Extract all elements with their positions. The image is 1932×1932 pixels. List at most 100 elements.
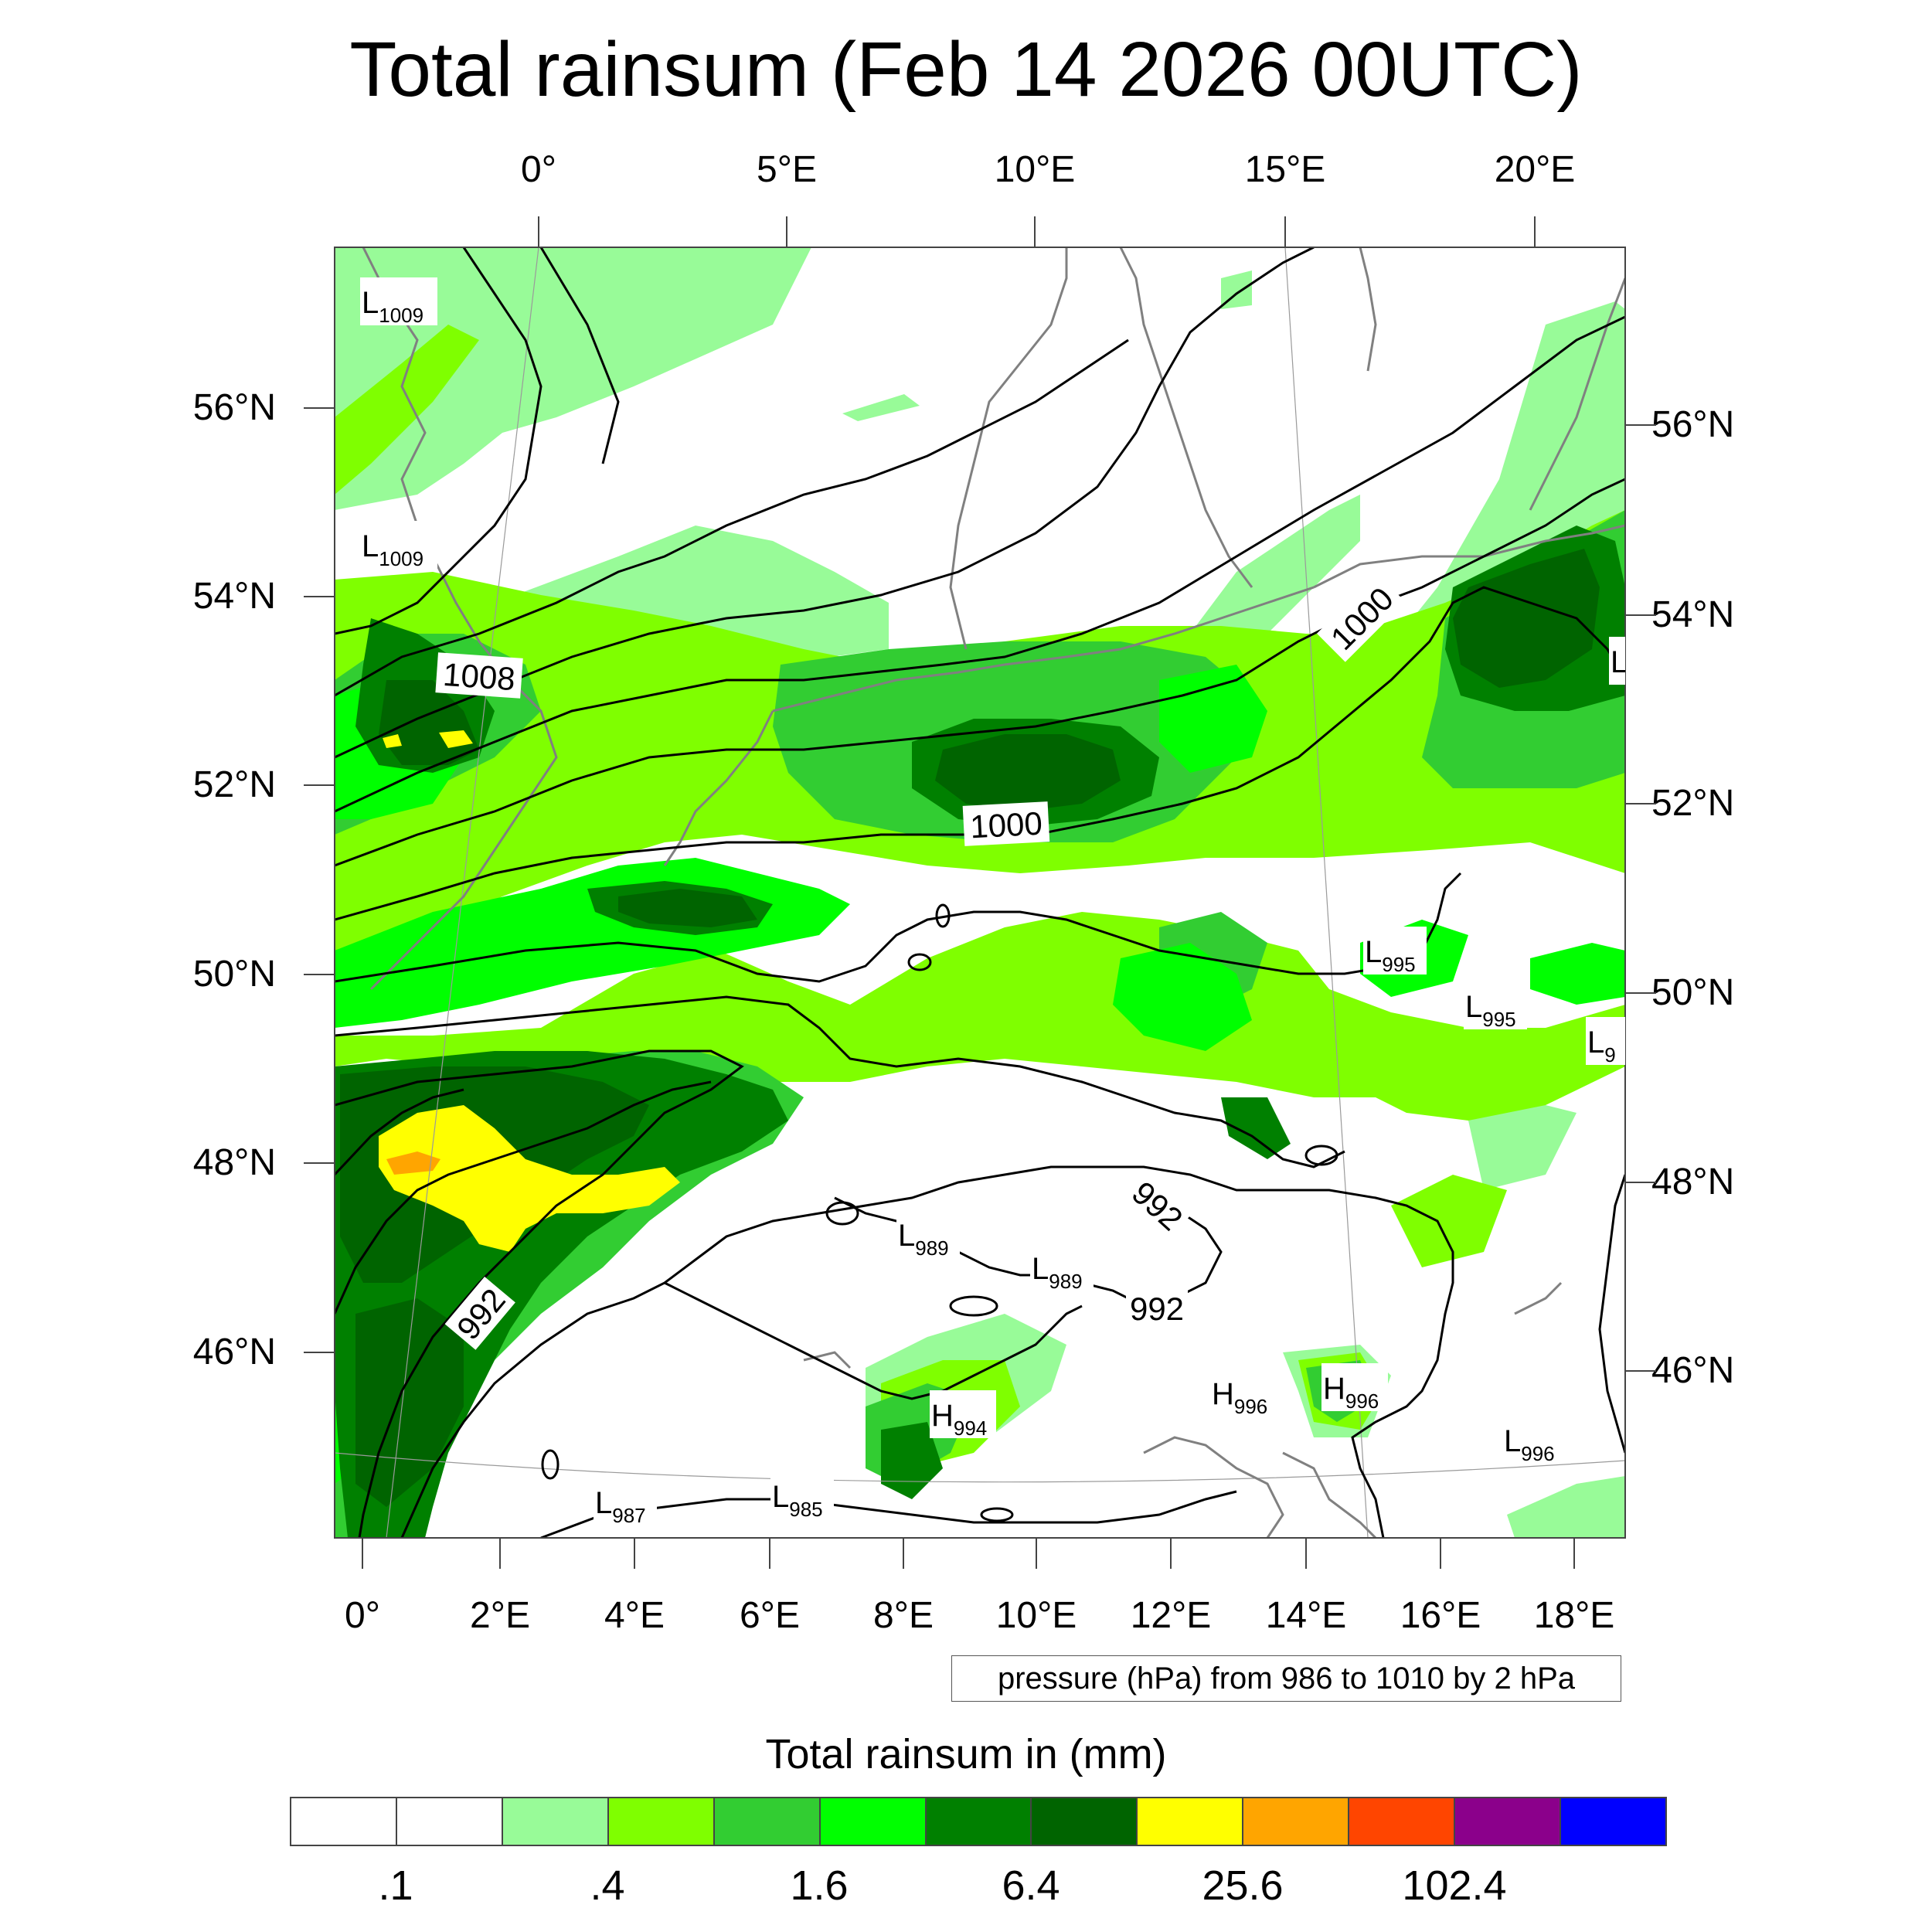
pressure-center-kind: L bbox=[898, 1219, 915, 1253]
bottom-lon-label: 4°E bbox=[604, 1595, 665, 1636]
svg-text:L989: L989 bbox=[898, 1219, 949, 1260]
bottom-lon-label: 18°E bbox=[1533, 1595, 1615, 1636]
top-lon-label: 15°E bbox=[1244, 149, 1326, 190]
top-lon-label: 5°E bbox=[757, 149, 817, 190]
colorbar-label: 1.6 bbox=[790, 1862, 849, 1909]
svg-text:L: L bbox=[1611, 645, 1628, 679]
colorbar-cell bbox=[1243, 1798, 1350, 1845]
svg-text:L1009: L1009 bbox=[362, 286, 423, 327]
colorbar-cell bbox=[502, 1798, 609, 1845]
right-lat-label: 56°N bbox=[1651, 404, 1735, 445]
bottom-lon-label: 12°E bbox=[1130, 1595, 1212, 1636]
svg-text:L1009: L1009 bbox=[362, 529, 423, 570]
right-lat-label: 48°N bbox=[1651, 1162, 1735, 1202]
pressure-center-kind: L bbox=[1611, 645, 1628, 679]
svg-text:L989: L989 bbox=[1032, 1252, 1083, 1293]
pressure-center-group: L1009 L1009 L L995 L995 L9 L989 L989 bbox=[360, 277, 1628, 1527]
pressure-center-value: 989 bbox=[915, 1236, 948, 1260]
bottom-lon-label: 6°E bbox=[740, 1595, 800, 1636]
contour-label: 992 bbox=[1125, 1174, 1190, 1237]
svg-text:L995: L995 bbox=[1465, 990, 1516, 1031]
chart-title: Total rainsum (Feb 14 2026 00UTC) bbox=[349, 26, 1583, 113]
colorbar bbox=[290, 1797, 1667, 1846]
pressure-center-value: 1009 bbox=[379, 547, 423, 570]
svg-text:L9: L9 bbox=[1587, 1026, 1616, 1066]
colorbar-cell bbox=[820, 1798, 927, 1845]
bottom-lon-label: 14°E bbox=[1265, 1595, 1347, 1636]
colorbar-label: .4 bbox=[590, 1862, 625, 1909]
top-lon-label: 20°E bbox=[1494, 149, 1576, 190]
pressure-center-value: 987 bbox=[612, 1504, 645, 1527]
colorbar-cell bbox=[1032, 1798, 1138, 1845]
pressure-center-kind: L bbox=[1504, 1424, 1521, 1458]
pressure-center-value: 994 bbox=[954, 1417, 987, 1440]
left-lat-label: 50°N bbox=[192, 954, 276, 995]
colorbar-label: 102.4 bbox=[1402, 1862, 1507, 1909]
isobars bbox=[335, 247, 1625, 1538]
graticule bbox=[335, 247, 1625, 1538]
colorbar-cell bbox=[1455, 1798, 1562, 1845]
left-lat-label: 52°N bbox=[192, 764, 276, 805]
pressure-center-kind: L bbox=[1365, 935, 1382, 969]
right-lat-label: 46°N bbox=[1651, 1350, 1735, 1391]
rain-yellow-shading bbox=[379, 730, 680, 1252]
pressure-center-value: 985 bbox=[789, 1498, 822, 1521]
contour-label: 1008 bbox=[442, 656, 516, 697]
bottom-lon-label: 10°E bbox=[995, 1595, 1077, 1636]
top-lon-label: 0° bbox=[521, 149, 556, 190]
contour-label: 1000 bbox=[969, 805, 1043, 845]
colorbar-label: 25.6 bbox=[1202, 1862, 1284, 1909]
pressure-center-value: 989 bbox=[1049, 1270, 1082, 1293]
bottom-lon-label: 0° bbox=[345, 1595, 380, 1636]
pressure-center-value: 996 bbox=[1521, 1442, 1554, 1465]
right-lat-label: 52°N bbox=[1651, 783, 1735, 824]
contour-label-group: 1008 1000 1000 992 992 992 bbox=[435, 573, 1406, 1350]
svg-text:H996: H996 bbox=[1323, 1372, 1379, 1413]
pressure-center-kind: H bbox=[1212, 1377, 1234, 1411]
pressure-center-value: 995 bbox=[1482, 1008, 1515, 1031]
colorbar-label: 6.4 bbox=[1002, 1862, 1060, 1909]
left-lat-label: 54°N bbox=[192, 576, 276, 617]
pressure-center-kind: L bbox=[1032, 1252, 1049, 1286]
pressure-center-kind: L bbox=[595, 1486, 612, 1520]
bottom-lon-label: 2°E bbox=[470, 1595, 530, 1636]
bottom-lon-label: 8°E bbox=[873, 1595, 934, 1636]
contour-info-box: pressure (hPa) from 986 to 1010 by 2 hPa bbox=[951, 1655, 1621, 1702]
left-lat-label: 48°N bbox=[192, 1142, 276, 1183]
pressure-center-value: 9 bbox=[1604, 1043, 1615, 1066]
colorbar-cell bbox=[1138, 1798, 1244, 1845]
legend-title: Total rainsum in (mm) bbox=[765, 1731, 1167, 1777]
pressure-center-value: 996 bbox=[1345, 1389, 1379, 1413]
left-lat-label: 46°N bbox=[192, 1332, 276, 1372]
colorbar-label: .1 bbox=[378, 1862, 413, 1909]
pressure-center-kind: L bbox=[772, 1480, 789, 1514]
pressure-center-kind: L bbox=[1587, 1026, 1604, 1060]
pressure-center-value: 995 bbox=[1382, 953, 1415, 976]
pressure-center-kind: H bbox=[1323, 1372, 1345, 1406]
svg-text:L985: L985 bbox=[772, 1480, 823, 1521]
colorbar-cell bbox=[714, 1798, 821, 1845]
top-lon-label: 10°E bbox=[994, 149, 1076, 190]
right-lat-label: 54°N bbox=[1651, 594, 1735, 635]
bottom-lon-label: 16°E bbox=[1400, 1595, 1481, 1636]
svg-text:H994: H994 bbox=[931, 1399, 987, 1440]
pressure-center-kind: L bbox=[362, 529, 379, 563]
pressure-center-kind: L bbox=[362, 286, 379, 320]
map-frame bbox=[334, 247, 1626, 1539]
colorbar-cell bbox=[1561, 1798, 1665, 1845]
pressure-center-value: 1009 bbox=[379, 304, 423, 327]
colorbar-cell bbox=[396, 1798, 503, 1845]
pressure-center-value: 996 bbox=[1234, 1395, 1267, 1418]
colorbar-cell bbox=[608, 1798, 715, 1845]
svg-text:L996: L996 bbox=[1504, 1424, 1555, 1465]
colorbar-cell bbox=[926, 1798, 1032, 1845]
contour-label: 992 bbox=[1130, 1291, 1184, 1327]
svg-text:L987: L987 bbox=[595, 1486, 646, 1527]
left-lat-label: 56°N bbox=[192, 387, 276, 428]
colorbar-cell bbox=[1349, 1798, 1456, 1845]
svg-text:H996: H996 bbox=[1212, 1377, 1267, 1418]
colorbar-cell bbox=[291, 1798, 397, 1845]
svg-text:L995: L995 bbox=[1365, 935, 1416, 976]
pressure-center-kind: L bbox=[1465, 990, 1482, 1024]
